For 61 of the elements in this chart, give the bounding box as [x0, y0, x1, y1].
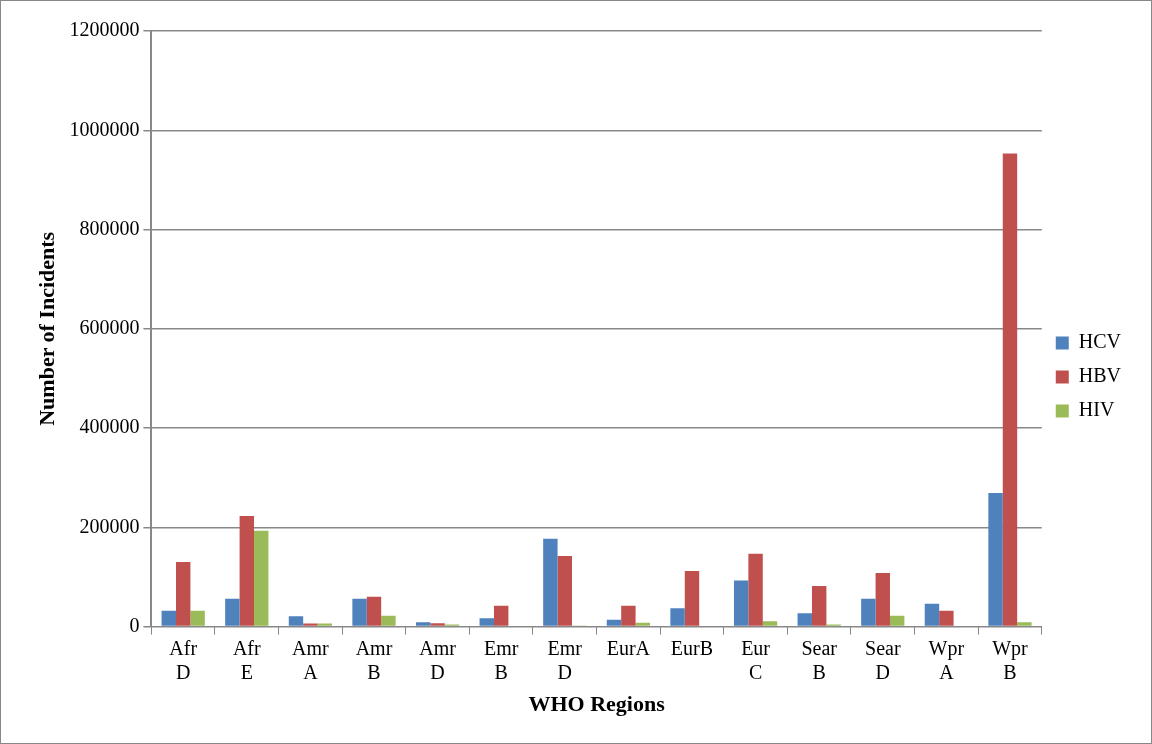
- bar: [861, 598, 876, 626]
- bar: [239, 515, 255, 626]
- legend-label: HCV: [1078, 330, 1122, 353]
- x-tick-label: Amr D: [419, 636, 457, 683]
- x-tick-label: Sear D: [865, 636, 901, 683]
- bar: [988, 493, 1003, 626]
- bar: [670, 608, 685, 626]
- x-axis-title: WHO Regions: [528, 691, 666, 717]
- bar: [303, 623, 318, 626]
- x-tick-label: EurB: [670, 636, 714, 659]
- bar: [366, 596, 382, 626]
- bar: [684, 571, 700, 626]
- bar: [381, 615, 396, 626]
- bar: [1002, 153, 1018, 626]
- y-tick-label: 200000: [79, 514, 140, 537]
- bar: [493, 605, 509, 626]
- x-tick-label: Wpr A: [928, 636, 965, 683]
- y-tick-label: 800000: [79, 216, 140, 239]
- x-tick-label: Afr D: [169, 636, 198, 683]
- bar: [748, 553, 763, 626]
- x-tick-label: Afr E: [232, 636, 262, 683]
- bar: [606, 619, 622, 626]
- bar: [733, 580, 749, 626]
- bar: [254, 530, 269, 626]
- bar: [288, 616, 304, 626]
- bar: [175, 562, 191, 626]
- bar: [430, 623, 445, 626]
- bar: [415, 622, 431, 626]
- x-tick-label: Sear B: [801, 636, 838, 683]
- bar: [190, 610, 205, 626]
- x-tick-label: Amr A: [292, 636, 330, 683]
- x-tick-label: EurA: [606, 636, 651, 659]
- bar: [797, 613, 812, 626]
- x-tick-label: Eur C: [741, 636, 771, 683]
- x-tick-label: Emr B: [483, 636, 519, 683]
- bar: [811, 585, 827, 626]
- y-axis-title: Number of Incidents: [33, 231, 59, 426]
- bar: [635, 622, 651, 626]
- bar: [924, 603, 940, 626]
- bar: [939, 610, 954, 626]
- bar: [161, 610, 176, 626]
- legend-label: HBV: [1078, 364, 1122, 387]
- bar: [762, 621, 778, 626]
- bar: [352, 598, 367, 626]
- bar: [479, 618, 494, 626]
- y-tick-label: 1000000: [69, 117, 140, 140]
- bar: [875, 573, 890, 626]
- legend-label: HIV: [1078, 398, 1115, 421]
- y-tick-label: 600000: [79, 316, 140, 339]
- x-tick-label: Emr D: [547, 636, 583, 683]
- x-tick-label: Wpr B: [992, 636, 1029, 683]
- bar: [225, 598, 240, 626]
- y-tick-label: 1200000: [69, 18, 140, 41]
- x-tick-label: Amr B: [355, 636, 393, 683]
- bar: [1017, 622, 1032, 626]
- y-tick-label: 0: [129, 613, 140, 636]
- bar: [889, 615, 905, 626]
- bar: [543, 538, 558, 626]
- bar: [557, 556, 572, 626]
- y-tick-label: 400000: [79, 415, 140, 438]
- bar: [621, 605, 636, 626]
